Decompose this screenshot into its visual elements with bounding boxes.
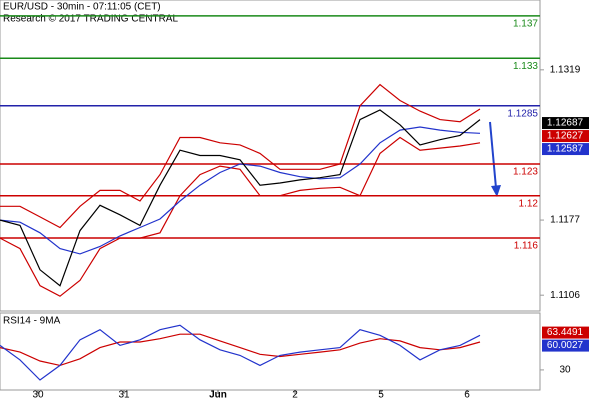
level-label: 1.123 (513, 167, 538, 178)
rsi-title: RSI14 - 9MA (3, 316, 61, 327)
series-line (0, 333, 481, 367)
price-panel (0, 0, 541, 312)
price-label: 60.0027 (547, 340, 584, 351)
level-label: 1.1285 (507, 108, 538, 119)
level-label: 1.137 (513, 19, 538, 30)
price-label-box (542, 130, 589, 143)
rsi-panel (0, 312, 541, 391)
x-tick-label: 31 (118, 390, 130, 400)
price-label: 1.12627 (547, 131, 584, 142)
x-tick-label: 6 (464, 390, 470, 400)
series-line (0, 83, 481, 229)
price-label: 1.12587 (547, 144, 584, 155)
arrow-head (491, 185, 501, 197)
series-line (0, 136, 481, 297)
price-label: 63.4491 (547, 327, 584, 338)
x-tick-label: 30 (32, 390, 44, 400)
series-line (0, 126, 481, 255)
level-label: 1.116 (514, 241, 539, 252)
x-tick-label: 5 (378, 390, 384, 400)
y-tick-label: 1.1177 (550, 215, 580, 226)
x-tick-label: 2 (292, 390, 298, 400)
price-label-box (542, 339, 589, 352)
y-tick-label: 1.1106 (550, 290, 580, 301)
price-label-box (542, 326, 589, 339)
x-tick-label: Jun (209, 390, 227, 400)
price-label-box (542, 117, 589, 130)
chart-title: EUR/USD - 30min - 07:11:05 (CET) (3, 2, 161, 13)
y-tick-label: 30 (559, 365, 571, 376)
level-label: 1.133 (513, 61, 538, 72)
series-line (0, 324, 481, 381)
chart-subtitle: Research © 2017 TRADING CENTRAL (3, 14, 178, 25)
y-tick-label: 1.1319 (550, 64, 581, 75)
level-label: 1.12 (519, 198, 539, 209)
price-label: 1.12687 (547, 118, 584, 129)
price-label-box (542, 143, 589, 156)
forecast-arrow (489, 121, 497, 189)
series-line (0, 109, 481, 287)
